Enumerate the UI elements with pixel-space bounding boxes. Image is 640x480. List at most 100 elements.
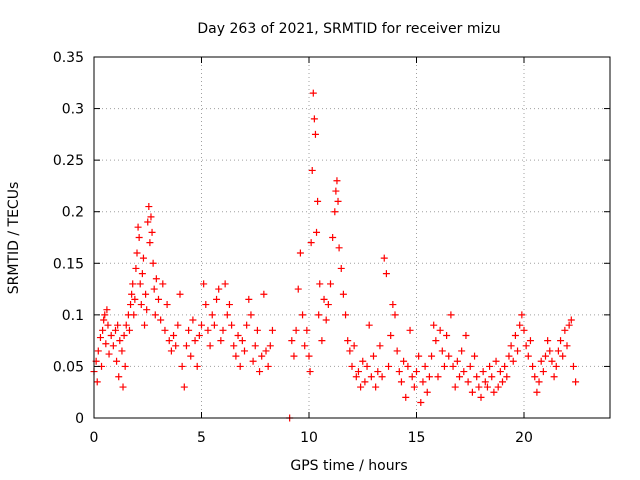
data-point [410,383,418,391]
data-point [479,368,487,376]
data-point [342,311,350,319]
data-point [170,331,178,339]
data-point [116,337,124,345]
data-point [322,316,330,324]
data-point [96,334,104,342]
data-point [172,342,180,350]
data-point [458,347,466,355]
data-point [393,347,401,355]
data-point [320,295,328,303]
y-tick-label: 0.2 [62,205,84,221]
y-tick-label: 0.35 [53,50,84,66]
data-point [187,352,195,360]
data-point [213,295,221,303]
data-point [391,311,399,319]
data-point [430,321,438,329]
data-point [143,306,151,314]
plot-border [93,56,611,419]
data-point [182,342,190,350]
plot-frame [93,56,611,419]
data-point [135,234,143,241]
data-point [100,316,108,324]
data-point [406,326,414,334]
data-point [241,347,248,355]
data-point [395,368,403,376]
data-point [104,321,112,329]
y-axis-title: SRMTID / TECUs [6,182,22,295]
data-point [507,342,515,350]
data-point [352,373,360,381]
data-point [520,326,528,334]
data-point [198,321,205,329]
data-point [253,326,261,334]
data-point [234,331,242,339]
data-point [447,311,455,319]
data-point [462,331,470,339]
data-point [195,331,203,339]
data-point [539,368,547,376]
data-point [481,378,489,386]
data-point [294,285,302,293]
data-point [559,352,567,360]
data-point [151,311,159,319]
data-point [488,373,496,381]
data-point [471,352,479,360]
data-point [288,337,296,345]
data-point [150,285,158,293]
data-point [121,362,129,370]
data-point [247,311,255,319]
data-point [499,378,506,386]
data-point [374,368,382,376]
data-point [432,337,440,345]
data-point [144,218,152,226]
data-points [90,89,580,422]
data-point [372,383,380,391]
data-point [228,321,236,329]
data-point [309,89,317,97]
data-point [114,321,122,329]
data-point [221,280,229,288]
data-point [514,347,522,355]
data-point [572,378,580,386]
data-point [165,337,173,345]
data-point [332,187,340,195]
y-tick-label: 0.05 [53,359,84,375]
data-point [127,301,135,309]
data-point [251,342,259,350]
data-point [290,352,298,360]
data-point [145,203,153,211]
data-point [449,362,457,370]
data-point [118,347,126,355]
data-point [443,331,451,339]
data-point [344,337,352,345]
data-point [501,362,509,370]
data-point [113,357,121,365]
data-point [163,301,171,309]
data-point [264,362,272,370]
data-point [354,368,362,376]
data-point [256,368,264,376]
data-point [334,197,342,205]
data-point [385,362,393,370]
data-point [120,331,128,339]
data-point [477,393,485,401]
data-point [496,368,504,376]
data-point [238,337,246,345]
data-point [460,368,468,376]
data-point [468,388,476,396]
data-point [436,326,444,334]
data-point [428,352,436,360]
data-point [337,264,345,272]
data-point [339,290,347,298]
data-point [475,383,483,391]
data-point [141,321,149,329]
y-tick-label: 0.3 [62,102,84,118]
data-point [215,285,223,293]
data-point [389,301,397,309]
data-point [115,373,123,381]
data-point [310,115,318,123]
data-point [552,362,560,370]
data-point [565,321,573,329]
data-point [307,239,315,247]
data-point [367,373,375,381]
